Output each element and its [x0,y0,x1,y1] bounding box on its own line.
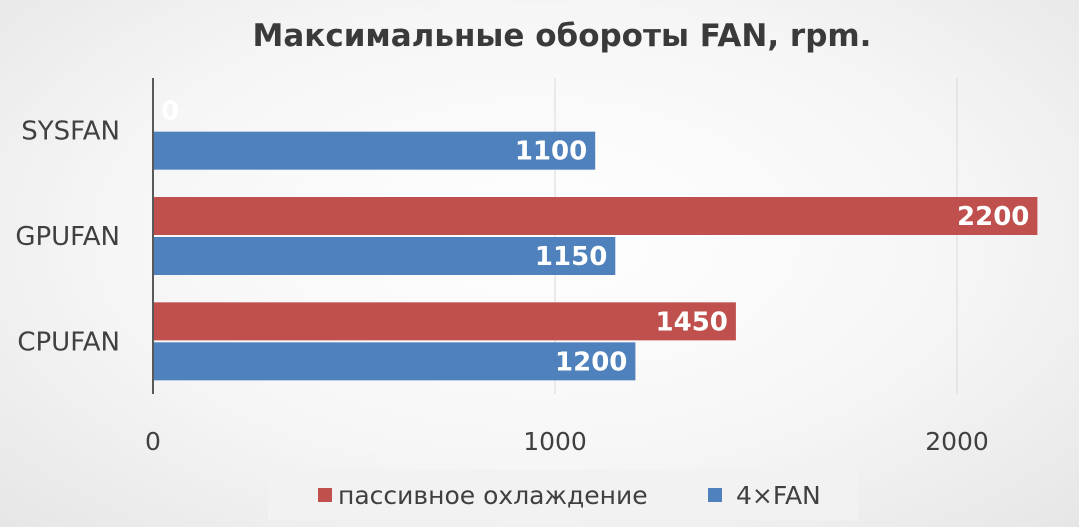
data-label-sysfan-series-2: 1100 [515,137,587,167]
bar-gpufan-series-2 [153,237,616,275]
gridlines [554,78,958,394]
data-labels: 0 1100 2200 1150 1450 1200 [161,97,1029,378]
data-label-cpufan-series-2: 1200 [555,347,627,377]
category-label-gpufan: GPUFAN [15,222,120,252]
data-label-sysfan-series-1: 0 [161,97,179,127]
bar-sysfan-series-2 [153,131,596,170]
category-label-cpufan: CPUFAN [17,327,120,357]
data-label-gpufan-series-1: 2200 [957,202,1029,232]
x-tick-labels: 0 1000 2000 [145,427,989,456]
bar-cpufan-series-1 [153,302,736,341]
legend-label-2: 4×FAN [736,481,821,510]
legend: пассивное охлаждение 4×FAN [268,470,858,520]
legend-label-1: пассивное охлаждение [338,481,648,510]
bar-cpufan-series-2 [153,342,636,381]
x-tick-label-0: 0 [145,427,161,456]
data-label-cpufan-series-1: 1450 [656,307,728,337]
chart-title: Максимальные обороты FAN, rpm. [253,18,872,54]
bar-gpufan-series-1 [153,197,1038,235]
x-tick-label-2000: 2000 [925,427,989,456]
category-label-sysfan: SYSFAN [21,117,120,147]
bars [153,131,1038,381]
legend-swatch-1 [318,488,332,502]
legend-swatch-2 [708,488,722,502]
legend-box [268,470,858,520]
x-tick-label-1000: 1000 [523,427,587,456]
data-label-gpufan-series-2: 1150 [535,242,607,272]
category-labels: SYSFAN GPUFAN CPUFAN [15,117,120,358]
